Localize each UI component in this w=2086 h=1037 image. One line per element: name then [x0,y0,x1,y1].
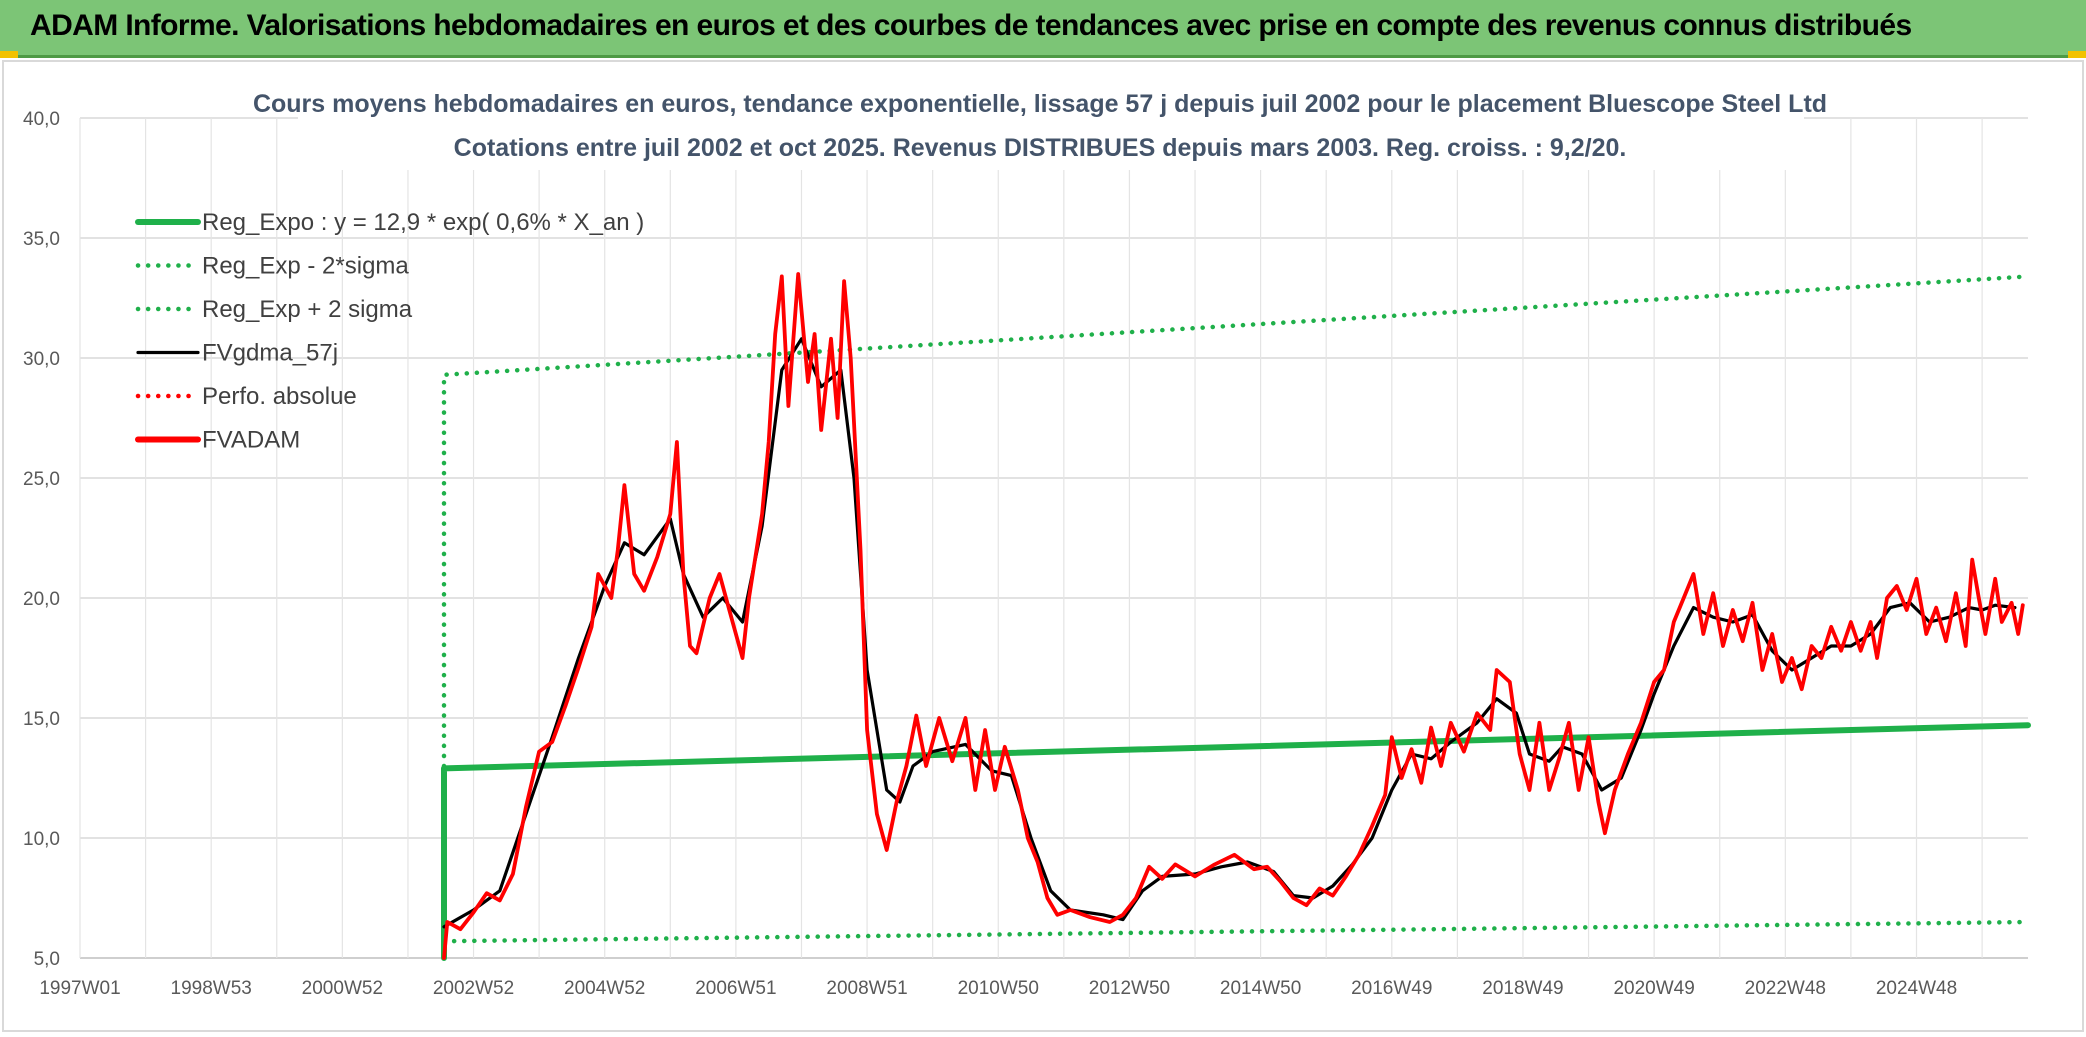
x-tick-label: 2000W52 [302,978,383,999]
report-title: ADAM Informe. Valorisations hebdomadaire… [30,9,1912,42]
chart-title: Cours moyens hebdomadaires en euros, ten… [253,90,1827,118]
x-tick-label: 2024W48 [1876,978,1957,999]
series-lines [441,272,2031,961]
y-tick-label: 25,0 [23,469,60,490]
legend: Reg_Expo : y = 12,9 * exp( 0,6% * X_an )… [135,209,644,454]
legend-label: Reg_Expo : y = 12,9 * exp( 0,6% * X_an ) [202,209,644,236]
y-tick-label: 15,0 [23,709,60,730]
x-tick-label: 2006W51 [695,978,776,999]
x-tick-label: 2004W52 [564,978,645,999]
y-axis-ticks: 5,0 10,0 15,0 20,0 25,0 30,0 35,0 40,0 [23,109,60,970]
chart-frame [2,60,2084,1032]
series-line-5 [442,272,2025,960]
legend-label: Reg_Exp + 2 sigma [202,296,413,323]
legend-label: FVADAM [202,427,300,454]
y-tick-label: 5,0 [34,949,60,970]
x-tick-label: 2012W50 [1089,978,1170,999]
y-tick-label: 10,0 [23,829,60,850]
legend-label: Perfo. absolue [202,383,357,410]
y-tick-label: 20,0 [23,589,60,610]
series-line-0 [441,722,2031,961]
x-tick-label: 2016W49 [1351,978,1432,999]
chart-subtitle: Cotations entre juil 2002 et oct 2025. R… [454,134,1627,162]
report-banner: ADAM Informe. Valorisations hebdomadaire… [0,0,2086,58]
x-tick-label: 2020W49 [1613,978,1694,999]
grid-lines [79,117,2028,959]
series-line-1 [441,919,2031,944]
corner-marker-right [2068,51,2086,58]
title-background [298,84,1804,170]
x-tick-label: 2010W50 [958,978,1039,999]
corner-marker-left [0,51,18,58]
y-tick-label: 30,0 [23,349,60,370]
legend-label: Reg_Exp - 2*sigma [202,253,409,280]
x-tick-label: 2022W48 [1745,978,1826,999]
y-tick-label: 40,0 [23,109,60,130]
x-tick-label: 2008W51 [826,978,907,999]
x-tick-label: 1998W53 [171,978,252,999]
x-tick-label: 2018W49 [1482,978,1563,999]
x-tick-label: 1997W01 [39,978,120,999]
x-tick-label: 2002W52 [433,978,514,999]
x-tick-label: 2014W50 [1220,978,1301,999]
legend-label: FVgdma_57j [202,340,338,367]
x-axis-ticks: 1997W01 1998W53 2000W52 2002W52 2004W52 2006W… [39,978,1957,999]
y-tick-label: 35,0 [23,229,60,250]
